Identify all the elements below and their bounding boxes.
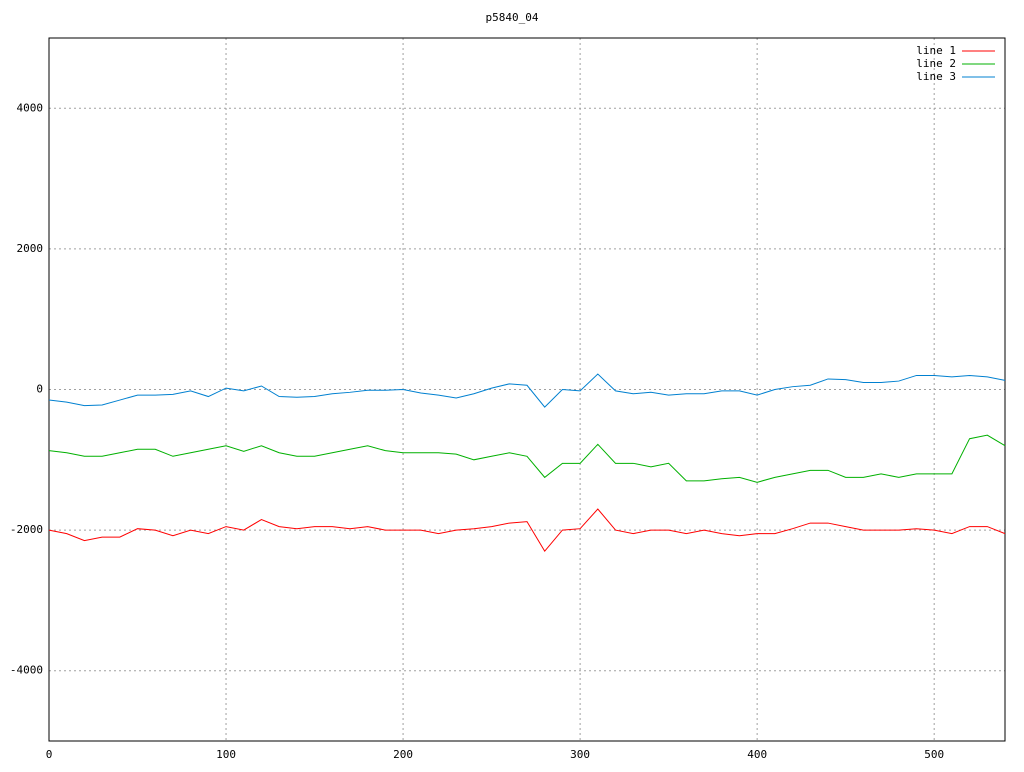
x-tick-label: 500 xyxy=(924,748,944,761)
y-tick-label: -2000 xyxy=(10,523,43,536)
y-tick-label: 0 xyxy=(36,383,43,396)
data-line xyxy=(48,508,1006,553)
x-tick-label: 400 xyxy=(747,748,767,761)
data-line xyxy=(48,373,1006,408)
data-line xyxy=(48,434,1006,483)
legend-label: line 2 xyxy=(916,57,956,70)
x-tick-label: 300 xyxy=(570,748,590,761)
x-tick-label: 200 xyxy=(393,748,413,761)
legend-label: line 3 xyxy=(916,70,956,83)
plot-frame xyxy=(48,37,1006,742)
chart-title: p5840_04 xyxy=(486,11,539,24)
x-tick-label: 100 xyxy=(216,748,236,761)
legend-label: line 1 xyxy=(916,44,956,57)
x-tick-label: 0 xyxy=(46,748,53,761)
y-tick-label: 4000 xyxy=(17,101,44,114)
y-tick-label: 2000 xyxy=(17,242,44,255)
y-tick-label: -4000 xyxy=(10,664,43,677)
